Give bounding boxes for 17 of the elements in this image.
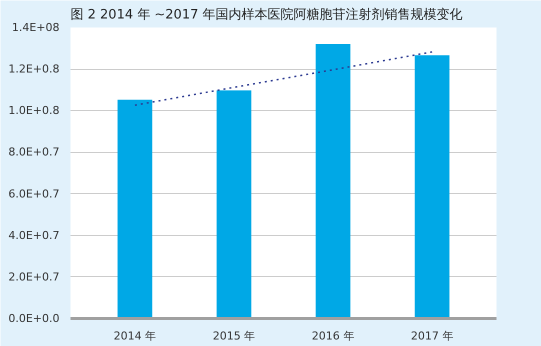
text: 1.0E+0.8 [8, 104, 60, 118]
bar [216, 90, 252, 318]
x-tick-label: 2017 年 [410, 330, 454, 342]
x-tick-label: 2014 年 [114, 330, 156, 342]
text: 1.2E+0.8 [8, 62, 60, 76]
text: 4.0E+0.7 [8, 228, 60, 242]
text: 6.0E+0.7 [8, 187, 60, 200]
bar [118, 100, 152, 318]
x-tick-label: 2015 年 [212, 330, 256, 342]
bar [414, 55, 450, 318]
text: 1.4E+08 [12, 21, 60, 34]
chart-title: 图 2 2014 年 ~2017 年国内样本医院阿糖胞苷注射剂销售规模变化 [70, 6, 462, 22]
text: 2.0E+0.7 [8, 270, 60, 284]
text: 8.0E+0.7 [8, 146, 60, 159]
x-tick-label: 2016 年 [312, 330, 354, 342]
bar [316, 44, 350, 318]
text: 0.0E+0.0 [8, 312, 60, 325]
